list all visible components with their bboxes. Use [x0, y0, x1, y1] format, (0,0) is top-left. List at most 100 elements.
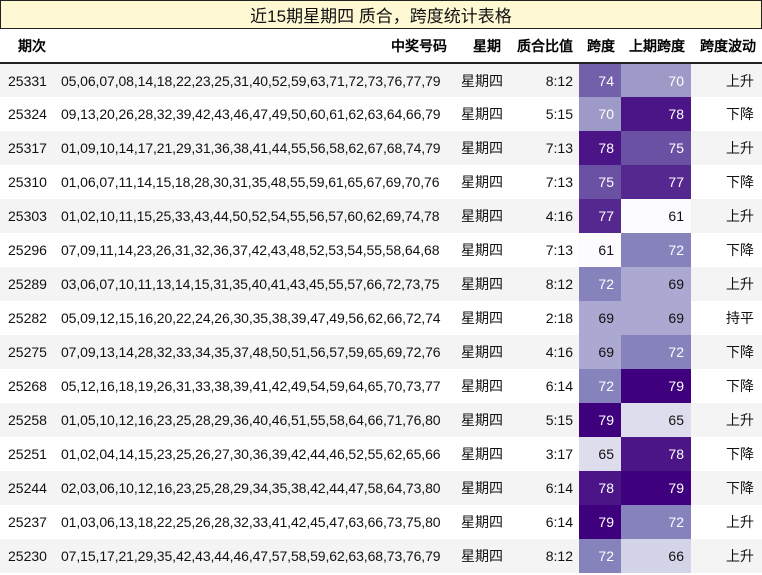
ratio-cell: 4:16 [507, 199, 579, 233]
weekday-cell: 星期四 [453, 539, 507, 573]
numbers-cell: 02,03,06,10,12,16,23,25,28,29,34,35,38,4… [55, 471, 453, 505]
prev-span-cell: 79 [621, 369, 691, 403]
trend-cell: 上升 [691, 403, 762, 437]
span-cell: 79 [579, 403, 621, 437]
numbers-cell: 01,06,07,11,14,15,18,28,30,31,35,48,55,5… [55, 165, 453, 199]
numbers-cell: 09,13,20,26,28,32,39,42,43,46,47,49,50,6… [55, 97, 453, 131]
numbers-cell: 07,09,11,14,23,26,31,32,36,37,42,43,48,5… [55, 233, 453, 267]
table-row: 25282 05,09,12,15,16,20,22,24,26,30,35,38… [0, 301, 762, 335]
trend-cell: 上升 [691, 539, 762, 573]
weekday-cell: 星期四 [453, 63, 507, 97]
prev-span-cell: 78 [621, 437, 691, 471]
numbers-cell: 05,09,12,15,16,20,22,24,26,30,35,38,39,4… [55, 301, 453, 335]
header-numbers: 中奖号码 [55, 29, 453, 64]
trend-cell: 持平 [691, 301, 762, 335]
trend-cell: 上升 [691, 199, 762, 233]
trend-cell: 下降 [691, 233, 762, 267]
issue-cell: 25237 [0, 505, 55, 539]
prev-span-cell: 77 [621, 165, 691, 199]
trend-cell: 上升 [691, 505, 762, 539]
span-cell: 72 [579, 369, 621, 403]
weekday-cell: 星期四 [453, 267, 507, 301]
ratio-cell: 5:15 [507, 403, 579, 437]
issue-cell: 25275 [0, 335, 55, 369]
trend-cell: 下降 [691, 335, 762, 369]
issue-cell: 25310 [0, 165, 55, 199]
table-body: 25331 05,06,07,08,14,18,22,23,25,31,40,52… [0, 63, 762, 573]
issue-cell: 25282 [0, 301, 55, 335]
ratio-cell: 3:17 [507, 437, 579, 471]
table-row: 25317 01,09,10,14,17,21,29,31,36,38,41,44… [0, 131, 762, 165]
numbers-cell: 01,02,10,11,15,25,33,43,44,50,52,54,55,5… [55, 199, 453, 233]
prev-span-cell: 69 [621, 267, 691, 301]
issue-cell: 25289 [0, 267, 55, 301]
header-issue: 期次 [0, 29, 55, 64]
ratio-cell: 8:12 [507, 539, 579, 573]
issue-cell: 25317 [0, 131, 55, 165]
trend-cell: 下降 [691, 165, 762, 199]
table-row: 25244 02,03,06,10,12,16,23,25,28,29,34,35… [0, 471, 762, 505]
ratio-cell: 7:13 [507, 165, 579, 199]
numbers-cell: 05,06,07,08,14,18,22,23,25,31,40,52,59,6… [55, 63, 453, 97]
trend-cell: 下降 [691, 437, 762, 471]
numbers-cell: 03,06,07,10,11,13,14,15,31,35,40,41,43,4… [55, 267, 453, 301]
weekday-cell: 星期四 [453, 437, 507, 471]
prev-span-cell: 79 [621, 471, 691, 505]
weekday-cell: 星期四 [453, 165, 507, 199]
issue-cell: 25251 [0, 437, 55, 471]
issue-cell: 25268 [0, 369, 55, 403]
prev-span-cell: 72 [621, 335, 691, 369]
span-cell: 65 [579, 437, 621, 471]
weekday-cell: 星期四 [453, 369, 507, 403]
span-cell: 78 [579, 471, 621, 505]
table-row: 25331 05,06,07,08,14,18,22,23,25,31,40,52… [0, 63, 762, 97]
table-row: 25237 01,03,06,13,18,22,25,26,28,32,33,41… [0, 505, 762, 539]
table-title: 近15期星期四 质合，跨度统计表格 [0, 0, 762, 29]
prev-span-cell: 75 [621, 131, 691, 165]
weekday-cell: 星期四 [453, 131, 507, 165]
trend-cell: 下降 [691, 471, 762, 505]
trend-cell: 上升 [691, 63, 762, 97]
ratio-cell: 4:16 [507, 335, 579, 369]
issue-cell: 25324 [0, 97, 55, 131]
numbers-cell: 01,05,10,12,16,23,25,28,29,36,40,46,51,5… [55, 403, 453, 437]
header-ratio: 质合比值 [507, 29, 579, 64]
span-stats-table: 期次 中奖号码 星期 质合比值 跨度 上期跨度 跨度波动 25331 05,06,… [0, 29, 762, 573]
trend-cell: 上升 [691, 267, 762, 301]
span-cell: 72 [579, 267, 621, 301]
numbers-cell: 01,09,10,14,17,21,29,31,36,38,41,44,55,5… [55, 131, 453, 165]
prev-span-cell: 69 [621, 301, 691, 335]
table-row: 25296 07,09,11,14,23,26,31,32,36,37,42,43… [0, 233, 762, 267]
header-row: 期次 中奖号码 星期 质合比值 跨度 上期跨度 跨度波动 [0, 29, 762, 64]
table-row: 25268 05,12,16,18,19,26,31,33,38,39,41,42… [0, 369, 762, 403]
issue-cell: 25303 [0, 199, 55, 233]
weekday-cell: 星期四 [453, 505, 507, 539]
table-row: 25275 07,09,13,14,28,32,33,34,35,37,48,50… [0, 335, 762, 369]
numbers-cell: 07,09,13,14,28,32,33,34,35,37,48,50,51,5… [55, 335, 453, 369]
table-row: 25258 01,05,10,12,16,23,25,28,29,36,40,46… [0, 403, 762, 437]
span-cell: 72 [579, 539, 621, 573]
issue-cell: 25331 [0, 63, 55, 97]
span-cell: 77 [579, 199, 621, 233]
header-span: 跨度 [579, 29, 621, 64]
issue-cell: 25230 [0, 539, 55, 573]
span-cell: 69 [579, 301, 621, 335]
weekday-cell: 星期四 [453, 97, 507, 131]
ratio-cell: 8:12 [507, 63, 579, 97]
header-weekday: 星期 [453, 29, 507, 64]
header-trend: 跨度波动 [691, 29, 762, 64]
trend-cell: 上升 [691, 131, 762, 165]
span-cell: 78 [579, 131, 621, 165]
table-row: 25289 03,06,07,10,11,13,14,15,31,35,40,41… [0, 267, 762, 301]
prev-span-cell: 70 [621, 63, 691, 97]
weekday-cell: 星期四 [453, 301, 507, 335]
prev-span-cell: 65 [621, 403, 691, 437]
ratio-cell: 7:13 [507, 131, 579, 165]
prev-span-cell: 66 [621, 539, 691, 573]
prev-span-cell: 72 [621, 505, 691, 539]
span-cell: 75 [579, 165, 621, 199]
header-prev-span: 上期跨度 [621, 29, 691, 64]
weekday-cell: 星期四 [453, 199, 507, 233]
weekday-cell: 星期四 [453, 471, 507, 505]
ratio-cell: 2:18 [507, 301, 579, 335]
